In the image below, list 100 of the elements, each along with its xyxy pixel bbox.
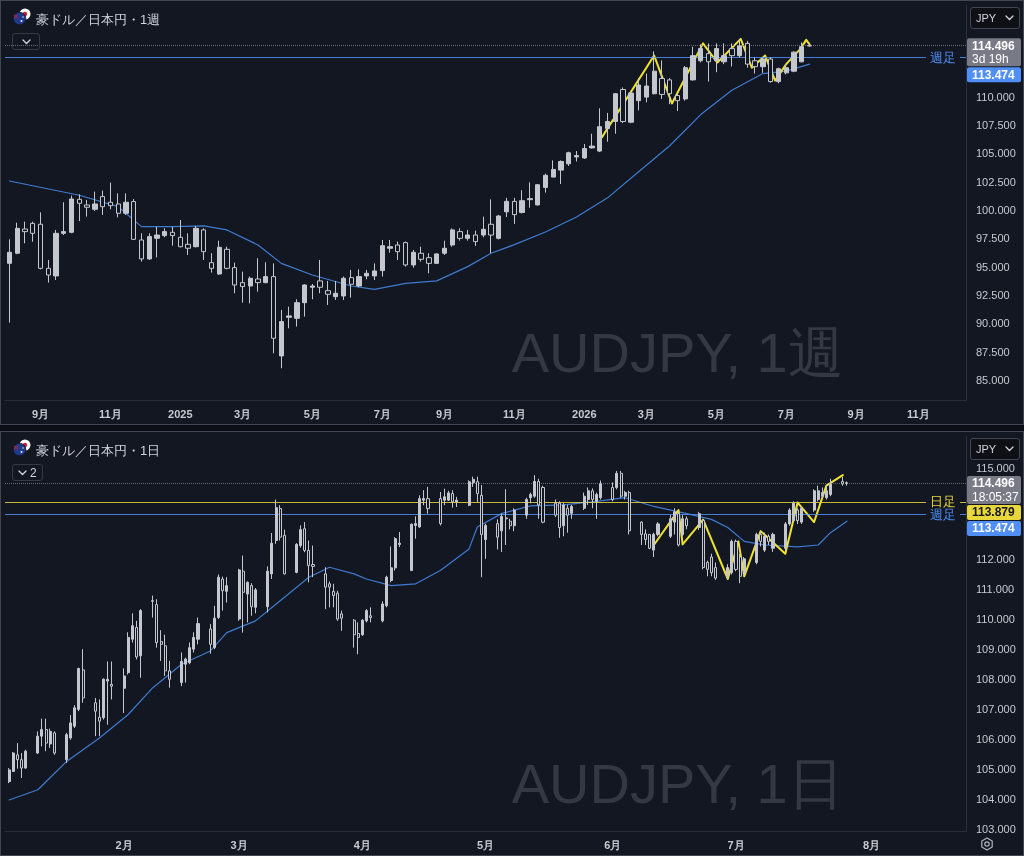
annotation: 2 (30, 465, 37, 480)
x-tick-label: 11月 (99, 407, 122, 420)
y-tick-label: 95.000 (976, 260, 1010, 273)
candlestick (807, 42, 812, 48)
candlestick (357, 621, 360, 655)
candlestick (123, 667, 126, 714)
candlestick (737, 38, 742, 58)
candlestick (77, 193, 82, 222)
text: 18:05:37 (972, 489, 1020, 504)
candlestick (675, 93, 680, 112)
candlestick (597, 107, 602, 153)
candlestick (620, 470, 623, 499)
x-tick-label: 9月 (435, 407, 453, 420)
candlestick (84, 199, 90, 218)
y-tick-label: 102.500 (976, 175, 1016, 188)
candlestick (240, 271, 245, 304)
candlestick (224, 246, 230, 270)
dropdown-button: JPY (970, 438, 1020, 460)
candlestick (232, 262, 237, 294)
candlestick (558, 159, 564, 185)
x-tick-label: 2025 (168, 407, 193, 420)
text: 豪ドル／日本円・1日 (36, 443, 161, 458)
candlestick (710, 553, 713, 577)
y-tick-label: 111.000 (976, 582, 1015, 595)
x-tick-label: 3月 (637, 407, 655, 420)
y-tick-label: 104.000 (976, 793, 1016, 806)
candlestick (364, 269, 369, 280)
candlestick (706, 42, 711, 83)
candlestick (395, 241, 400, 261)
candlestick (480, 484, 483, 578)
text: 114.496 (972, 476, 1016, 491)
candlestick (108, 182, 113, 210)
text: 113.474 (972, 521, 1016, 536)
candlestick (792, 500, 795, 523)
x-tick-label: 7月 (373, 407, 391, 420)
candlestick (15, 222, 20, 255)
y-tick-label: 105.000 (976, 147, 1016, 160)
candlestick (275, 499, 278, 545)
candlestick (46, 259, 51, 284)
candlestick (45, 718, 48, 752)
y-tick-label: 103.000 (976, 823, 1016, 836)
candlestick (613, 92, 618, 135)
candlestick (286, 306, 292, 329)
candlestick (418, 246, 424, 263)
candlestick (768, 56, 773, 84)
candlestick (620, 86, 626, 124)
x-tick-label: 5月 (476, 838, 495, 851)
candlestick (131, 198, 136, 241)
candlestick (248, 276, 253, 304)
candlestick (155, 598, 158, 649)
candlestick (488, 198, 494, 254)
x-tick-label: 3月 (233, 407, 252, 420)
candlestick (771, 532, 775, 553)
candlestick (154, 226, 160, 258)
candlestick (760, 56, 766, 74)
collapse-button: 2 (12, 464, 43, 481)
candlestick (185, 232, 191, 256)
candlestick (442, 240, 447, 256)
candlestick (574, 150, 579, 162)
candlestick (178, 219, 183, 248)
candlestick (821, 486, 824, 499)
candlestick (242, 555, 245, 634)
candlestick (589, 133, 595, 150)
x-tick-label: 2月 (115, 838, 133, 851)
candlestick (505, 488, 508, 546)
candlestick (763, 532, 766, 553)
candlestick (677, 511, 680, 547)
candlestick (317, 259, 323, 294)
line-series (601, 37, 811, 139)
candlestick (372, 262, 377, 281)
ref-line-label: 週足 (930, 49, 956, 65)
candlestick (473, 230, 478, 247)
candlestick (841, 476, 844, 487)
candlestick (721, 42, 727, 65)
candlestick (151, 595, 154, 619)
candlestick (527, 181, 533, 209)
candlestick (799, 41, 804, 63)
candlestick (628, 91, 634, 124)
candlestick (525, 497, 528, 520)
candlestick (776, 67, 781, 84)
candlestick (30, 221, 35, 243)
text: 113.474 (972, 67, 1016, 82)
candlestick (7, 238, 12, 324)
candlestick (193, 225, 199, 248)
candlestick (566, 504, 569, 534)
candlestick (587, 486, 590, 506)
y-tick-label: 107.000 (976, 703, 1016, 716)
y-tick-label: 97.500 (976, 232, 1010, 245)
x-tick-label: 8月 (862, 838, 881, 851)
x-tick-label: 11月 (906, 407, 930, 420)
candlestick (254, 587, 257, 614)
candlestick (566, 151, 571, 167)
x-tick-label: 11月 (503, 407, 526, 420)
candlestick (94, 697, 97, 737)
candlestick (659, 59, 665, 100)
candlestick (271, 262, 276, 354)
candlestick (310, 283, 315, 300)
candlestick (752, 56, 758, 75)
candlestick (829, 478, 832, 497)
candlestick (791, 50, 797, 73)
